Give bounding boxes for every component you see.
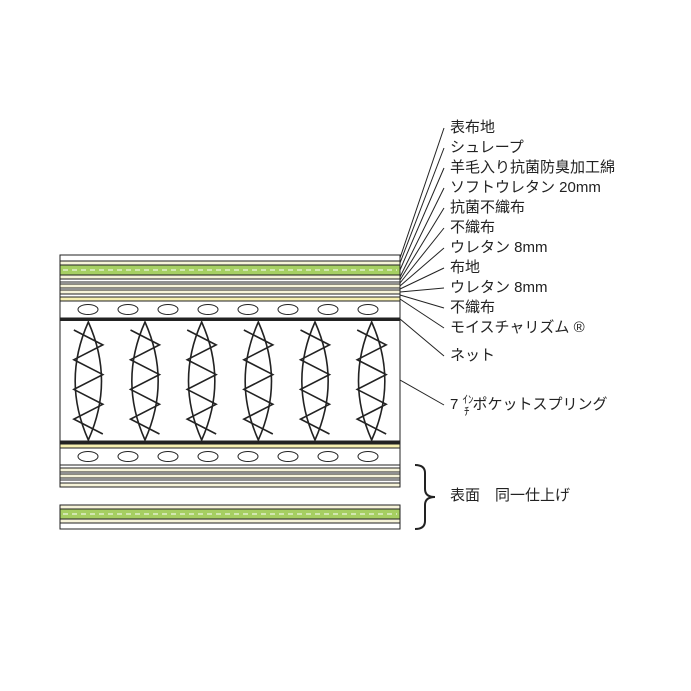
layer-label: モイスチャリズム ®	[450, 319, 585, 336]
brace	[415, 465, 435, 529]
layer-label: 羊毛入り抗菌防臭加工綿	[450, 159, 615, 176]
layer-label: 抗菌不織布	[450, 199, 525, 216]
layer-label: 表布地	[450, 119, 495, 136]
layer-label: 不織布	[450, 219, 495, 236]
spring-label: 7 ｲﾝﾁポケットスプリング	[450, 394, 608, 418]
bottom-label: 表面 同一仕上げ	[450, 487, 570, 504]
layer-label: ウレタン 8mm	[450, 239, 548, 256]
layer-label: ネット	[450, 347, 495, 364]
layer-label: ウレタン 8mm	[450, 279, 548, 296]
layer-label: 不織布	[450, 299, 495, 316]
layer-label: 布地	[450, 259, 480, 276]
layer-label: ソフトウレタン 20mm	[450, 179, 601, 196]
layer-label: シュレープ	[450, 139, 524, 156]
